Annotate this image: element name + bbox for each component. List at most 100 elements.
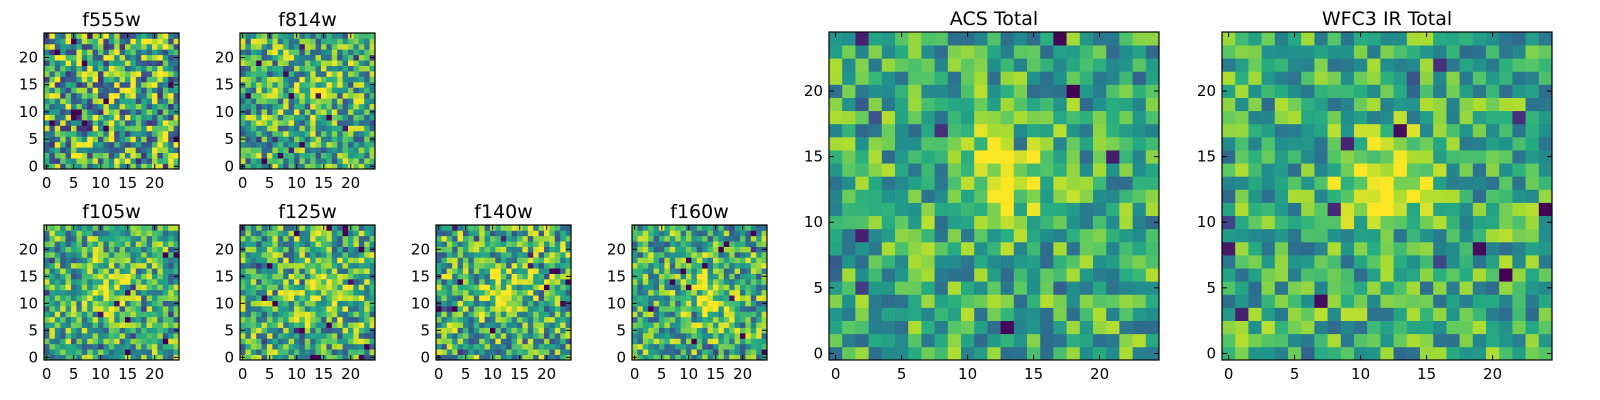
heatmap-cell <box>60 65 66 72</box>
heatmap-cell <box>283 343 289 350</box>
heatmap-cell <box>267 98 273 105</box>
heatmap-cell <box>1340 202 1355 217</box>
heatmap-cell <box>125 120 131 126</box>
heatmap-cell <box>71 60 77 66</box>
heatmap-cell <box>157 262 164 269</box>
heatmap-cell <box>348 306 354 312</box>
heatmap-cell <box>686 284 692 291</box>
heatmap-cell <box>637 322 644 328</box>
heatmap-cell <box>500 279 507 285</box>
heatmap-cell <box>92 136 99 143</box>
heatmap-cell <box>707 349 714 355</box>
heatmap-cell <box>358 103 365 110</box>
heatmap-cell <box>353 327 360 334</box>
heatmap-cell <box>1027 123 1041 138</box>
heatmap-cell <box>358 316 365 323</box>
heatmap-cell <box>321 71 327 77</box>
heatmap-cell <box>125 338 131 345</box>
heatmap-cell <box>1000 333 1015 348</box>
heatmap-cell <box>895 71 909 85</box>
heatmap-cell <box>680 241 687 247</box>
heatmap-cell <box>358 65 365 72</box>
heatmap-cell <box>310 279 316 285</box>
heatmap-cell <box>331 136 338 143</box>
heatmap-cell <box>1499 255 1513 269</box>
heatmap-cell <box>261 327 268 334</box>
heatmap-cell <box>60 273 66 280</box>
heatmap-cell <box>436 257 442 264</box>
heatmap-cell <box>1354 176 1368 190</box>
heatmap-cell <box>691 284 698 291</box>
heatmap-cell <box>686 268 692 274</box>
heatmap-cell <box>135 65 142 72</box>
heatmap-cell <box>718 230 725 237</box>
heatmap-cell <box>44 92 50 99</box>
heatmap-cell <box>642 257 649 264</box>
heatmap-cell <box>527 246 534 253</box>
heatmap-cell <box>141 65 147 72</box>
heatmap-cell <box>1013 346 1028 361</box>
heatmap-cell <box>98 333 104 339</box>
heatmap-cell <box>321 311 327 318</box>
heatmap-cell <box>240 343 246 350</box>
heatmap-cell <box>1446 176 1460 190</box>
heatmap-cell <box>761 343 768 350</box>
heatmap-cell <box>987 150 1001 164</box>
heatmap-cell <box>364 120 370 126</box>
heatmap-cell <box>934 45 949 59</box>
heatmap-cell <box>49 300 56 307</box>
heatmap-cell <box>1367 215 1381 230</box>
heatmap-cell <box>1132 307 1147 321</box>
heatmap-cell <box>696 268 703 274</box>
heatmap-cell <box>702 322 708 328</box>
heatmap-cell <box>119 125 126 132</box>
heatmap-cell <box>168 114 174 121</box>
heatmap-cell <box>261 246 268 253</box>
heatmap-cell <box>500 262 507 269</box>
heatmap-cell <box>696 279 703 285</box>
heatmap-cell <box>71 333 77 339</box>
heatmap-cell <box>261 136 268 143</box>
heatmap-cell <box>288 130 295 137</box>
heatmap-cell <box>283 354 289 361</box>
heatmap-cell <box>358 354 365 361</box>
heatmap-cell <box>326 125 333 132</box>
heatmap-cell <box>506 252 512 258</box>
heatmap-cell <box>1380 346 1394 361</box>
heatmap-cell <box>141 306 147 312</box>
heatmap-cell <box>76 54 83 61</box>
heatmap-cell <box>522 257 529 264</box>
heatmap-cell <box>108 152 115 159</box>
heatmap-cell <box>277 114 284 121</box>
heatmap-cell <box>240 71 246 77</box>
heatmap-cell <box>1119 110 1133 125</box>
heatmap-cell <box>436 284 442 291</box>
heatmap-cell <box>669 354 676 361</box>
heatmap-cell <box>369 120 376 126</box>
heatmap-cell <box>283 246 289 253</box>
heatmap-cell <box>544 295 550 301</box>
heatmap-cell <box>1013 58 1028 72</box>
heatmap-cell <box>1354 255 1368 269</box>
heatmap-cell <box>1145 320 1160 335</box>
heatmap-cell <box>1235 346 1249 361</box>
heatmap-cell <box>119 114 126 121</box>
heatmap-cell <box>947 320 962 335</box>
heatmap-cell <box>750 327 757 334</box>
heatmap-cell <box>348 120 354 126</box>
heatmap-cell <box>565 262 572 269</box>
heatmap-cell <box>511 235 518 242</box>
heatmap-cell <box>729 349 735 355</box>
heatmap-cell <box>245 87 252 94</box>
heatmap-cell <box>299 235 306 242</box>
heatmap-cell <box>1393 307 1408 321</box>
heatmap-cell <box>283 295 289 301</box>
heatmap-cell <box>65 114 72 121</box>
heatmap-cell <box>495 306 502 312</box>
heatmap-cell <box>358 284 365 291</box>
heatmap-cell <box>452 338 458 345</box>
heatmap-cell <box>141 76 147 83</box>
heatmap-cell <box>310 152 316 159</box>
heatmap-cell <box>632 349 638 355</box>
heatmap-cell <box>637 327 644 334</box>
